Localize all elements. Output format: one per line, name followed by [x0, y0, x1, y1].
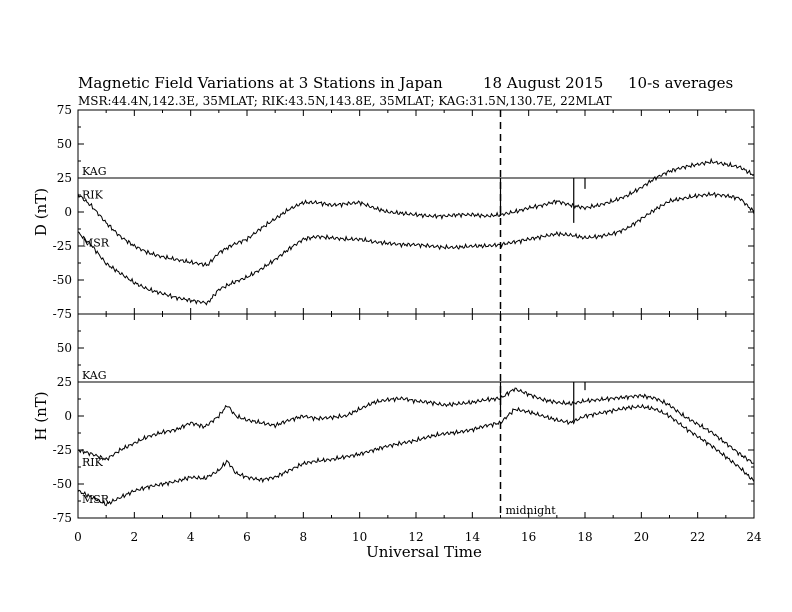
y-tick-label: -50 — [53, 273, 72, 287]
series-label-kag: KAG — [82, 165, 107, 178]
x-tick-label: 4 — [187, 530, 195, 544]
plot-group: KAG RIK MSR KAG RIK MSR midnight — [77, 110, 755, 518]
x-tick-label: 8 — [300, 530, 308, 544]
y-tick-label: -50 — [53, 477, 72, 491]
x-tick-label: 16 — [521, 530, 536, 544]
y-tick-label: -25 — [53, 443, 72, 457]
series-label-rik: RIK — [82, 188, 104, 201]
x-axis-label: Universal Time — [366, 543, 482, 561]
x-tick-label: 6 — [243, 530, 251, 544]
x-tick-label: 14 — [465, 530, 481, 544]
midnight-label: midnight — [506, 504, 557, 517]
station-info: MSR:44.4N,142.3E, 35MLAT; RIK:43.5N,143.… — [78, 94, 612, 108]
x-tick-label: 22 — [690, 530, 705, 544]
axes-group: 75 50 25 0 -25 -50 -75 D (nT) 50 25 0 -25 -50 -75 H (n… — [32, 103, 762, 544]
y-axis-label: D (nT) — [32, 188, 50, 236]
y-tick-label: -75 — [53, 511, 72, 525]
x-tick-label: 12 — [408, 530, 423, 544]
series-line-rik — [77, 387, 755, 464]
series-label-msr: MSR — [82, 493, 110, 506]
series-label-kag: KAG — [82, 369, 107, 382]
x-tick-label: 10 — [352, 530, 367, 544]
x-tick-label: 20 — [634, 530, 649, 544]
series-line-msr — [77, 403, 755, 507]
series-line-rik — [77, 157, 755, 268]
y-tick-label: 50 — [57, 137, 72, 151]
y-tick-label: 25 — [57, 375, 72, 389]
x-tick-label: 18 — [577, 530, 592, 544]
y-tick-label: 50 — [57, 341, 72, 355]
y-tick-label: -75 — [53, 307, 72, 321]
chart-averaging: 10-s averages — [628, 74, 733, 92]
x-tick-label: 24 — [746, 530, 762, 544]
y-tick-label: -25 — [53, 239, 72, 253]
panel-frame — [77, 313, 755, 519]
chart-date: 18 August 2015 — [483, 74, 603, 92]
y-tick-label: 0 — [64, 205, 72, 219]
series-label-msr: MSR — [82, 236, 110, 249]
y-tick-label: 0 — [64, 409, 72, 423]
series-label-rik: RIK — [82, 456, 104, 469]
x-tick-label: 2 — [131, 530, 139, 544]
y-tick-label: 25 — [57, 171, 72, 185]
y-axis-label: H (nT) — [32, 391, 50, 440]
chart-title: Magnetic Field Variations at 3 Stations … — [78, 74, 443, 92]
x-tick-label: 0 — [74, 530, 82, 544]
y-tick-label: 75 — [57, 103, 72, 117]
series-line-msr — [77, 191, 755, 306]
